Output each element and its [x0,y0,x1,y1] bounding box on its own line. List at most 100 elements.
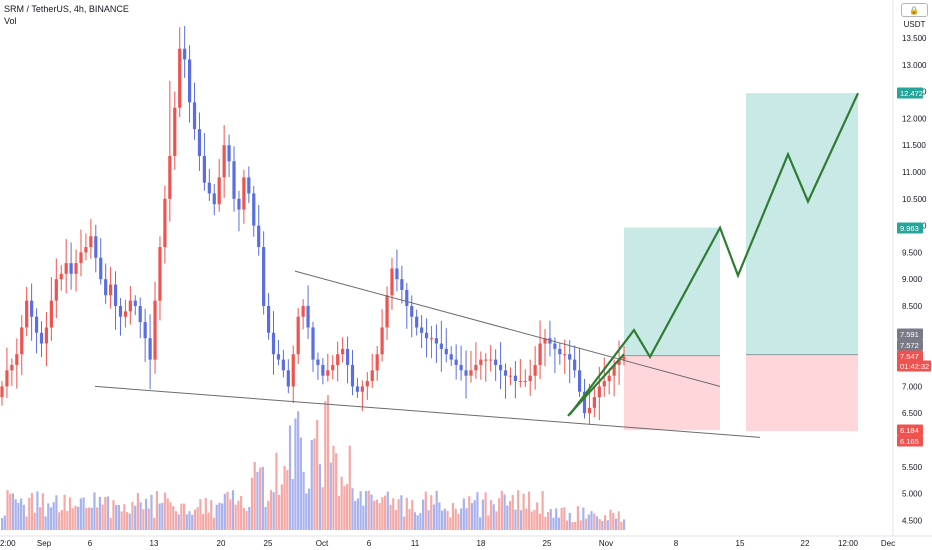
volume-bar [446,510,449,530]
volume-bar [299,437,302,530]
candle-body [5,370,9,387]
volume-bar [479,517,482,530]
candle-body [434,338,439,344]
price-tag-label: 9.963 [900,224,919,233]
price-tick-label: 12.000 [902,114,927,123]
volume-bar [182,503,186,530]
volume-bar [41,493,44,530]
volume-bar [582,507,585,530]
candle-body [133,300,137,306]
volume-bar [199,499,202,530]
volume-bar [598,519,601,530]
candle-body [400,279,404,290]
volume-bar [316,419,319,530]
volume-bar [163,492,167,530]
candle-body [582,391,587,414]
candle-body [577,370,582,392]
candle-body [360,386,364,392]
volume-bar [229,499,232,530]
time-axis[interactable]: 2:00 Sep 6 13 20 25 Oct 6 11 18 25 Nov 8 15 22 12:00 Dec [0,535,932,548]
volume-bar [370,494,373,530]
volume-bar [155,490,159,530]
volume-bar [188,511,191,530]
candle-body [508,375,513,377]
volume-bar [565,520,569,530]
volume-bar [291,479,294,530]
volume-bar [101,504,104,530]
volume-bar [481,499,484,530]
currency-button[interactable]: 🔒 USDT [901,3,928,29]
price-tag-box [897,350,923,362]
wedge-lower-line [94,385,761,438]
candle-body [573,359,577,371]
volume-bar [522,493,525,530]
candle-body [49,300,53,328]
time-tick-label: Sep [37,539,52,548]
volume-bar [68,497,72,530]
time-tick-label: 25 [264,539,273,548]
candle-body [350,364,355,387]
volume-bar [416,515,419,530]
volume-bar [134,505,137,530]
volume-bar [593,513,596,530]
candle-body [30,300,34,317]
price-tag-box [897,424,923,436]
candle-body [168,155,172,199]
price-tick-label: 4.500 [902,516,923,525]
candle-body [424,332,429,339]
volume-bar [136,493,140,530]
candle-body [513,375,517,382]
price-tag-label: 12.472 [900,89,923,98]
volume-bar [310,440,313,530]
candle-body [178,48,182,108]
volume-bar [595,516,599,530]
volume-bar [269,490,273,530]
candle-body [326,370,330,376]
candle-body [34,316,39,333]
candle-body [94,236,98,258]
volume-bar [248,507,251,530]
candle-body [99,257,103,280]
volume-bar [354,500,357,530]
candle-body [558,348,562,355]
volume-bar [307,488,311,530]
volume-bar [131,501,134,530]
candle-body [321,364,325,376]
candle-body [528,375,532,382]
price-tag-label: 7.547 [900,352,919,361]
candle-body [439,343,443,349]
volume-bar [153,517,156,530]
time-tick-label: 25 [543,539,552,548]
volume-bar [39,507,42,530]
time-tick-label: Dec [881,539,895,548]
lock-icon: 🔒 [909,6,919,15]
candle-body [474,364,478,371]
volume-bar [278,494,281,530]
candle-body [405,289,409,306]
candle-body [202,155,206,183]
volume-bar [400,495,403,530]
volume-bar [259,467,262,530]
candle-body [622,356,626,360]
candle-body [84,247,88,253]
candle-body [494,359,498,365]
volume-bar [221,503,224,530]
candle-body [286,370,290,387]
volume-bar [617,511,620,530]
price-tick-label: 5.500 [902,463,923,472]
price-tag-box [897,87,923,99]
volume-bar [231,490,235,530]
volume-bar [313,438,316,530]
volume-bar [527,491,531,530]
price-axis[interactable]: 13.50013.00012.50012.00011.50011.00010.5… [892,0,927,536]
volume-bar [28,497,31,530]
candle-body [301,306,305,317]
volume-bar [264,506,267,530]
candle-body [10,364,14,371]
volume-bar [139,502,142,530]
candle-body [262,247,266,306]
wedge-upper-line [294,270,721,387]
volume-bar [280,484,283,530]
volume-bar [125,512,129,530]
